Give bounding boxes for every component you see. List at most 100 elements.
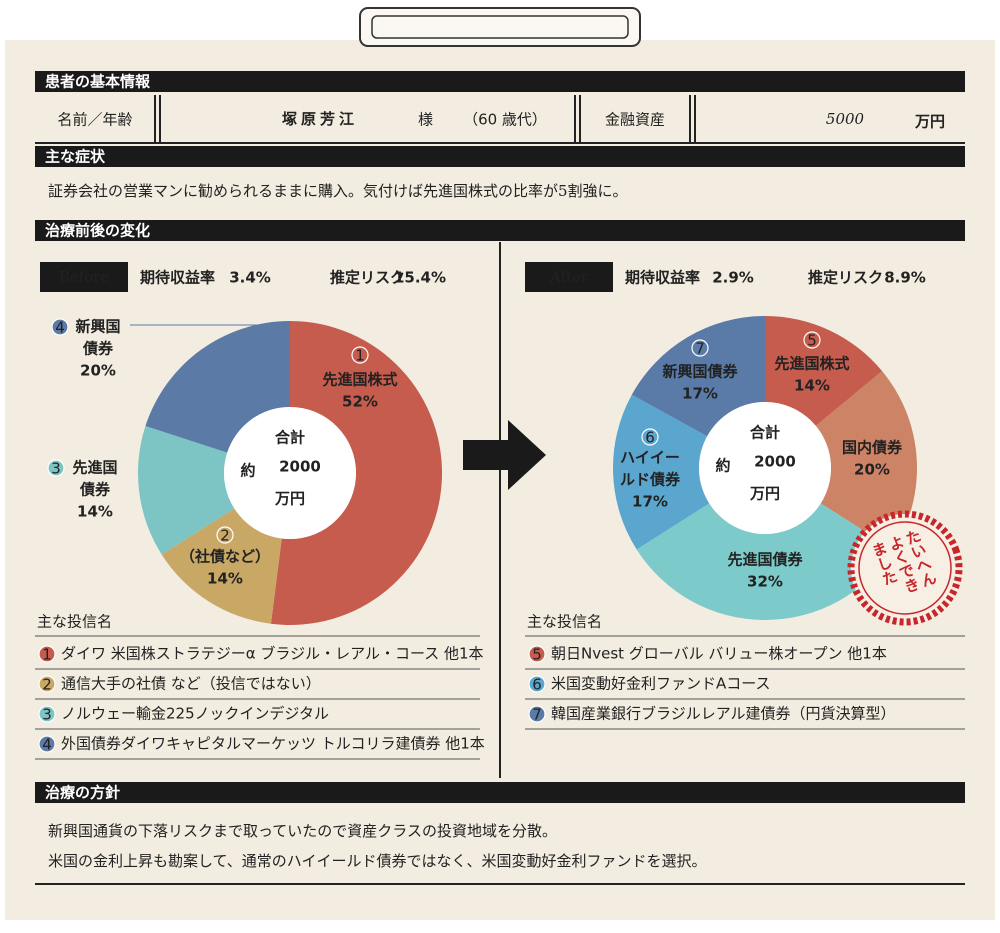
center-label: 合計: [749, 424, 780, 442]
pie-slice: [815, 371, 918, 550]
age: （60 歳代）: [463, 111, 547, 129]
number-badge-text: 6: [645, 429, 655, 447]
number-badge-text: 3: [42, 706, 52, 724]
section-title: 治療前後の変化: [45, 222, 150, 240]
number-badge: [803, 331, 821, 349]
stamp-ring: [858, 521, 952, 615]
clip: [359, 7, 641, 47]
tag-box: [40, 262, 128, 292]
slice-name: （社債など）: [180, 548, 270, 566]
number-badge: [38, 675, 56, 693]
pie-slice: [145, 321, 290, 453]
slice-name: 先進国株式: [774, 355, 849, 373]
section-title: 患者の基本情報: [45, 73, 151, 91]
assets-label: 金融資産: [605, 111, 665, 129]
number-badge-text: 1: [42, 646, 52, 664]
number-badge-text: 2: [220, 527, 230, 545]
fund-name: 通信大手の社債 など（投信ではない）: [61, 675, 321, 693]
pie-slice: [612, 394, 710, 550]
slice-name: 先進国株式: [322, 371, 397, 389]
policy-line: 米国の金利上昇も勘案して、通常のハイイールド債券ではなく、米国変動好金利ファンド…: [48, 852, 707, 870]
number-badge-text: 3: [51, 460, 61, 478]
return-label: 期待収益率: [625, 269, 700, 287]
center-unit: 万円: [749, 485, 780, 503]
slice-value: 14%: [794, 377, 830, 395]
pie-slice: [137, 426, 235, 555]
funds-title: 主な投信名: [527, 613, 602, 631]
slice-value: 14%: [207, 570, 243, 588]
risk-label: 推定リスク: [808, 269, 883, 287]
center-amount: 2000: [279, 458, 321, 476]
section-bar: [35, 220, 965, 241]
risk-value: 8.9%: [884, 269, 926, 287]
arrow: [463, 420, 546, 490]
number-badge: [38, 645, 56, 663]
number-badge-text: 5: [807, 332, 817, 350]
number-badge: [528, 645, 546, 663]
tag: Before: [59, 268, 110, 286]
number-badge-text: 7: [532, 706, 542, 724]
center-prefix: 約: [240, 462, 255, 480]
pie-slice: [631, 315, 765, 437]
number-badge-text: 4: [55, 319, 65, 337]
section-bar: [35, 782, 965, 803]
section-title: 治療の方針: [45, 784, 120, 802]
center-label: 合計: [274, 429, 305, 447]
clip-inner: [371, 15, 629, 39]
center-prefix: 約: [715, 457, 730, 475]
number-badge-text: 4: [42, 736, 52, 754]
slice-value: 14%: [77, 503, 113, 521]
number-badge-text: 5: [532, 646, 542, 664]
slice-name: ハイイー: [620, 449, 680, 467]
number-badge: [528, 675, 546, 693]
return-value: 3.4%: [229, 269, 271, 287]
slice-value: 32%: [747, 573, 783, 591]
risk-value: 15.4%: [394, 269, 446, 287]
risk-label: 推定リスク: [330, 269, 405, 287]
slice-name: 国内債券: [842, 439, 903, 457]
honorific: 様: [418, 111, 433, 129]
number-badge-text: 1: [355, 347, 365, 365]
fund-name: 韓国産業銀行ブラジルレアル建債券（円貨決算型）: [551, 705, 896, 723]
slice-name: 債券: [79, 481, 111, 499]
name-label: 名前／年齢: [57, 111, 132, 129]
slice-name: 新興国債券: [662, 363, 738, 381]
number-badge: [641, 428, 659, 446]
center-amount: 2000: [754, 453, 796, 471]
section-bar: [35, 146, 965, 167]
section-title: 主な症状: [45, 148, 106, 166]
number-badge: [528, 705, 546, 723]
slice-name: 債券: [82, 340, 114, 358]
number-badge-text: 2: [42, 676, 52, 694]
fund-name: 外国債券ダイワキャピタルマーケッツ トルコリラ建債券 他1本: [61, 735, 485, 753]
pie-slice: [636, 503, 894, 621]
tag-box: [525, 262, 613, 292]
assets-unit: 万円: [914, 113, 945, 131]
number-badge: [51, 318, 69, 336]
number-badge: [351, 346, 369, 364]
slice-value: 20%: [80, 362, 116, 380]
assets: 5000: [826, 110, 865, 128]
slice-name: 先進国債券: [727, 551, 803, 569]
tag: After: [549, 268, 589, 286]
slice-value: 17%: [632, 493, 668, 511]
patient-name: 塚原芳江: [282, 110, 358, 128]
number-badge: [38, 705, 56, 723]
number-badge: [216, 526, 234, 544]
pie-center: [224, 407, 356, 539]
number-badge-text: 6: [532, 676, 542, 694]
return-value: 2.9%: [712, 269, 754, 287]
number-badge-text: 7: [695, 340, 705, 358]
slice-value: 17%: [682, 385, 718, 403]
fund-name: 朝日Nvest グローバル バリュー株オープン 他1本: [551, 645, 887, 663]
fund-name: 米国変動好金利ファンドAコース: [551, 675, 771, 693]
center-unit: 万円: [274, 490, 305, 508]
slice-name: 新興国: [75, 318, 120, 336]
fund-name: ダイワ 米国株ストラテジーα ブラジル・レアル・コース 他1本: [61, 645, 484, 663]
number-badge: [691, 339, 709, 357]
funds-title: 主な投信名: [37, 613, 112, 631]
return-label: 期待収益率: [140, 269, 215, 287]
slice-name: ルド債券: [620, 471, 681, 489]
number-badge: [47, 459, 65, 477]
